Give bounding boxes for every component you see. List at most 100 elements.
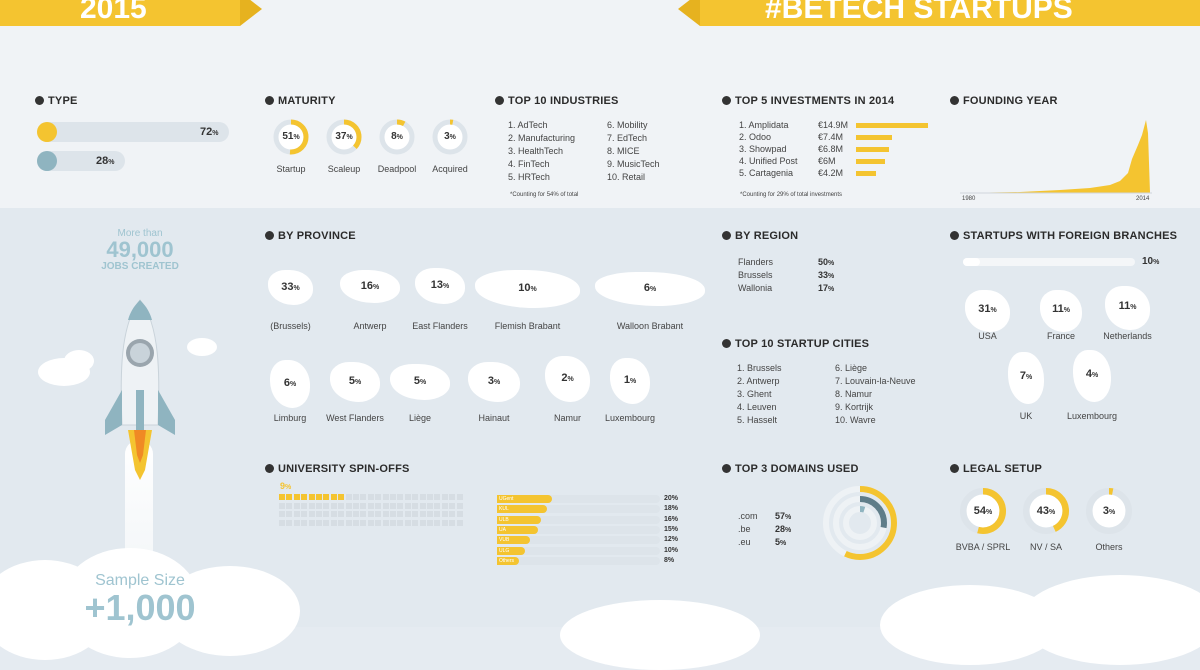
type-chip-1-icon xyxy=(37,122,57,142)
foreign-fill xyxy=(963,258,980,266)
maturity-heading: MATURITY xyxy=(265,95,336,107)
domain-value: 5% xyxy=(775,537,787,547)
country-value: 31% xyxy=(978,303,997,315)
investment-amount: €7.4M xyxy=(818,132,844,142)
waffle-square xyxy=(279,494,285,500)
country-map-icon xyxy=(1040,290,1082,332)
waffle-square xyxy=(427,502,433,509)
province-map-icon xyxy=(270,360,310,408)
region-value: 33% xyxy=(818,270,835,280)
waffle-square xyxy=(316,494,322,500)
industry-item: 8. MICE xyxy=(607,146,640,156)
legal-donut xyxy=(958,486,1008,536)
legal-label: NV / SA xyxy=(1029,542,1062,552)
waffle-square xyxy=(286,519,293,526)
province-label: Walloon Brabant xyxy=(616,321,684,331)
province-map-icon xyxy=(390,364,450,400)
type-heading: TYPE xyxy=(35,95,78,107)
waffle-square xyxy=(419,502,426,509)
spinoff-bar-label: ULB xyxy=(499,516,509,523)
waffle-square xyxy=(441,519,448,526)
city-item: 1. Brussels xyxy=(737,363,782,373)
domain-label: .eu xyxy=(738,537,751,547)
province-value: 5% xyxy=(413,375,427,387)
spinoff-bar xyxy=(497,536,530,545)
province-label: Liège xyxy=(408,413,432,423)
spinoff-bar-track xyxy=(497,515,660,524)
spinoff-bar xyxy=(497,505,547,514)
waffle-square xyxy=(397,511,404,517)
spinoff-bar-value: 20% xyxy=(664,495,679,502)
spinoff-bar-label: UA xyxy=(499,526,506,533)
waffle-square xyxy=(286,494,293,500)
spinoff-bar xyxy=(497,515,541,524)
waffle-square xyxy=(323,519,330,526)
founding-area-chart xyxy=(960,120,1152,194)
spinoff-bar-label: VUB xyxy=(499,537,510,544)
industry-item: 10. Retail xyxy=(607,172,646,182)
country-map-icon xyxy=(1105,286,1150,330)
province-map-icon xyxy=(475,270,580,308)
investments-title: TOP 5 INVESTMENTS IN 2014 xyxy=(735,95,895,107)
investment-amount: €14.9M xyxy=(818,120,849,130)
investment-name: 4. Unified Post xyxy=(739,156,798,166)
industries-title: TOP 10 INDUSTRIES xyxy=(508,95,619,107)
waffle-square xyxy=(293,511,300,517)
waffle-square xyxy=(427,511,433,517)
industries-heading: TOP 10 INDUSTRIES xyxy=(495,95,619,107)
waffle-square xyxy=(316,502,322,509)
spinoffs-title: UNIVERSITY SPIN-OFFS xyxy=(278,463,410,475)
country-map-icon xyxy=(1008,352,1044,404)
spinoff-bar-value: 15% xyxy=(664,525,679,533)
waffle-square xyxy=(449,511,456,517)
city-item: 9. Kortrijk xyxy=(835,402,874,412)
waffle-square xyxy=(286,511,293,517)
city-item: 8. Namur xyxy=(835,389,873,399)
legal-donut-ring xyxy=(1022,487,1070,535)
spinoff-bar-track xyxy=(497,495,660,503)
spinoff-bar-track xyxy=(497,505,660,514)
year-text: 2015 xyxy=(80,0,147,25)
waffle-square xyxy=(345,494,352,500)
waffle-square xyxy=(301,502,308,509)
waffle-square xyxy=(412,502,419,509)
city-item: 6. Liège xyxy=(835,363,868,373)
investments-heading: TOP 5 INVESTMENTS IN 2014 xyxy=(722,95,894,107)
investment-amount: €6M xyxy=(818,156,836,166)
legal-value: 43% xyxy=(1036,505,1056,517)
waffle-square xyxy=(449,519,456,526)
investment-name: 5. Cartagenia xyxy=(739,168,794,178)
spinoff-bar-track xyxy=(497,536,660,545)
investment-name: 2. Odoo xyxy=(739,132,772,142)
city-item: 5. Hasselt xyxy=(737,415,778,425)
spinoff-bar-value: 8% xyxy=(664,556,675,564)
spinoff-bar-track xyxy=(497,556,660,565)
bullet-icon xyxy=(950,464,959,473)
waffle-square xyxy=(456,494,463,500)
province-label: Hainaut xyxy=(478,413,510,423)
waffle-square xyxy=(293,494,300,500)
waffle-square xyxy=(404,519,411,526)
waffle-square xyxy=(353,519,359,526)
region-label: Wallonia xyxy=(738,283,773,293)
country-label: Luxembourg xyxy=(1066,411,1118,421)
waffle-square xyxy=(434,494,441,500)
domains-rings xyxy=(823,486,897,560)
region-value: 17% xyxy=(818,283,835,293)
domain-ring xyxy=(833,496,887,550)
country-map-icon xyxy=(965,290,1010,332)
province-value: 5% xyxy=(348,375,362,387)
industries-col1: 1. AdTech 2. Manufacturing 3. HealthTech… xyxy=(508,119,575,184)
waffle-square xyxy=(338,494,345,500)
jobs-prefix: More than xyxy=(117,228,163,239)
type-chip-2-icon xyxy=(37,151,57,171)
waffle-square xyxy=(301,494,308,500)
industry-item: 5. HRTech xyxy=(508,172,550,182)
waffle-square xyxy=(427,519,433,526)
maturity-donut xyxy=(325,118,363,156)
legal-value: 54% xyxy=(973,505,993,517)
bullet-icon xyxy=(722,339,731,348)
country-value: 7% xyxy=(1019,370,1033,382)
industry-item: 4. FinTech xyxy=(508,159,550,169)
domain-value: 57% xyxy=(775,511,792,521)
